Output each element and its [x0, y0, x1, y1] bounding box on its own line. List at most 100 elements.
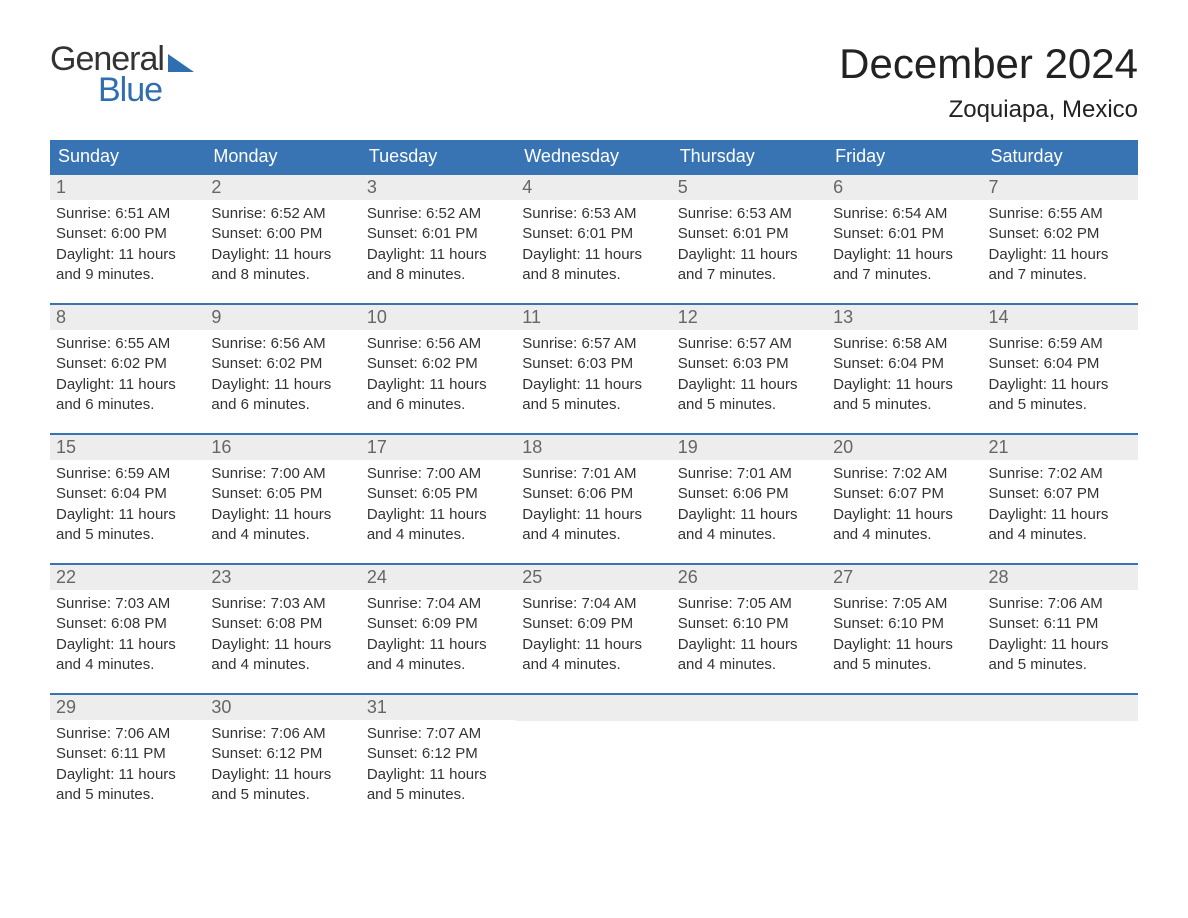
- day-details: Sunrise: 7:05 AMSunset: 6:10 PMDaylight:…: [827, 590, 982, 679]
- day-details: Sunrise: 7:06 AMSunset: 6:11 PMDaylight:…: [50, 720, 205, 809]
- daylight-text: Daylight: 11 hours and 4 minutes.: [367, 635, 510, 676]
- daylight-text: Daylight: 11 hours and 4 minutes.: [211, 505, 354, 546]
- sunrise-text: Sunrise: 7:04 AM: [367, 594, 510, 614]
- calendar-cell: 17Sunrise: 7:00 AMSunset: 6:05 PMDayligh…: [361, 435, 516, 549]
- date-number: 15: [50, 435, 205, 460]
- calendar-cell: 13 Sunrise: 6:58 AMSunset: 6:04 PMDayligh…: [827, 305, 982, 419]
- calendar-week: 1Sunrise: 6:51 AMSunset: 6:00 PMDaylight…: [50, 173, 1138, 289]
- date-number: 9: [205, 305, 360, 330]
- calendar-cell: [672, 695, 827, 809]
- sunrise-text: Sunrise: 6:56 AM: [211, 334, 354, 354]
- calendar-cell: 22Sunrise: 7:03 AMSunset: 6:08 PMDayligh…: [50, 565, 205, 679]
- sunrise-text: Sunrise: 6:57 AM: [522, 334, 665, 354]
- date-number: 12: [672, 305, 827, 330]
- daylight-text: Daylight: 11 hours and 4 minutes.: [833, 505, 976, 546]
- date-number: 20: [827, 435, 982, 460]
- sunset-text: Sunset: 6:01 PM: [522, 224, 665, 244]
- day-details: Sunrise: 6:59 AMSunset: 6:04 PMDaylight:…: [983, 330, 1138, 419]
- sunrise-text: Sunrise: 6:54 AM: [833, 204, 976, 224]
- sunrise-text: Sunrise: 7:00 AM: [211, 464, 354, 484]
- sunset-text: Sunset: 6:04 PM: [833, 354, 976, 374]
- daylight-text: Daylight: 11 hours and 4 minutes.: [367, 505, 510, 546]
- sunrise-text: Sunrise: 7:03 AM: [211, 594, 354, 614]
- date-number: 5: [672, 175, 827, 200]
- date-number: 25: [516, 565, 671, 590]
- date-number: 29: [50, 695, 205, 720]
- daylight-text: Daylight: 11 hours and 5 minutes.: [522, 375, 665, 416]
- day-details: Sunrise: 6:57 AMSunset: 6:03 PMDaylight:…: [516, 330, 671, 419]
- sunrise-text: Sunrise: 6:58 AM: [833, 334, 976, 354]
- daylight-text: Daylight: 11 hours and 6 minutes.: [56, 375, 199, 416]
- date-number: 7: [983, 175, 1138, 200]
- calendar-cell: 18Sunrise: 7:01 AMSunset: 6:06 PMDayligh…: [516, 435, 671, 549]
- day-details: Sunrise: 7:02 AMSunset: 6:07 PMDaylight:…: [827, 460, 982, 549]
- sunset-text: Sunset: 6:02 PM: [989, 224, 1132, 244]
- sunrise-text: Sunrise: 6:51 AM: [56, 204, 199, 224]
- weekday-header: Wednesday: [516, 140, 671, 173]
- sunrise-text: Sunrise: 7:01 AM: [678, 464, 821, 484]
- calendar-cell: 15Sunrise: 6:59 AMSunset: 6:04 PMDayligh…: [50, 435, 205, 549]
- calendar-cell: [827, 695, 982, 809]
- date-number: 16: [205, 435, 360, 460]
- calendar-cell: 21Sunrise: 7:02 AMSunset: 6:07 PMDayligh…: [983, 435, 1138, 549]
- sunset-text: Sunset: 6:03 PM: [678, 354, 821, 374]
- weekday-header: Sunday: [50, 140, 205, 173]
- daylight-text: Daylight: 11 hours and 5 minutes.: [833, 375, 976, 416]
- day-details: Sunrise: 6:57 AMSunset: 6:03 PMDaylight:…: [672, 330, 827, 419]
- day-details: Sunrise: 6:53 AMSunset: 6:01 PMDaylight:…: [516, 200, 671, 289]
- daylight-text: Daylight: 11 hours and 5 minutes.: [989, 375, 1132, 416]
- date-number: 30: [205, 695, 360, 720]
- sunrise-text: Sunrise: 7:02 AM: [833, 464, 976, 484]
- day-details: [516, 721, 671, 729]
- calendar-cell: 19Sunrise: 7:01 AMSunset: 6:06 PMDayligh…: [672, 435, 827, 549]
- daylight-text: Daylight: 11 hours and 5 minutes.: [56, 505, 199, 546]
- calendar-cell: 2Sunrise: 6:52 AMSunset: 6:00 PMDaylight…: [205, 175, 360, 289]
- calendar-cell: 1Sunrise: 6:51 AMSunset: 6:00 PMDaylight…: [50, 175, 205, 289]
- sunset-text: Sunset: 6:02 PM: [211, 354, 354, 374]
- sunset-text: Sunset: 6:10 PM: [678, 614, 821, 634]
- date-number: 24: [361, 565, 516, 590]
- calendar-cell: 3Sunrise: 6:52 AMSunset: 6:01 PMDaylight…: [361, 175, 516, 289]
- date-number: 8: [50, 305, 205, 330]
- date-number: 14: [983, 305, 1138, 330]
- calendar-cell: 27Sunrise: 7:05 AMSunset: 6:10 PMDayligh…: [827, 565, 982, 679]
- calendar: Sunday Monday Tuesday Wednesday Thursday…: [50, 140, 1138, 809]
- month-year-title: December 2024: [839, 40, 1138, 88]
- day-details: Sunrise: 6:55 AMSunset: 6:02 PMDaylight:…: [50, 330, 205, 419]
- sunset-text: Sunset: 6:00 PM: [56, 224, 199, 244]
- date-number: [827, 695, 982, 721]
- date-number: 13: [827, 305, 982, 330]
- calendar-cell: 4Sunrise: 6:53 AMSunset: 6:01 PMDaylight…: [516, 175, 671, 289]
- sunrise-text: Sunrise: 7:03 AM: [56, 594, 199, 614]
- daylight-text: Daylight: 11 hours and 8 minutes.: [522, 245, 665, 286]
- calendar-cell: [983, 695, 1138, 809]
- sunrise-text: Sunrise: 6:53 AM: [522, 204, 665, 224]
- day-details: Sunrise: 7:06 AMSunset: 6:12 PMDaylight:…: [205, 720, 360, 809]
- date-number: 27: [827, 565, 982, 590]
- calendar-cell: 24Sunrise: 7:04 AMSunset: 6:09 PMDayligh…: [361, 565, 516, 679]
- day-details: Sunrise: 7:04 AMSunset: 6:09 PMDaylight:…: [516, 590, 671, 679]
- date-number: 31: [361, 695, 516, 720]
- day-details: Sunrise: 6:55 AMSunset: 6:02 PMDaylight:…: [983, 200, 1138, 289]
- day-details: Sunrise: 6:52 AMSunset: 6:00 PMDaylight:…: [205, 200, 360, 289]
- day-details: Sunrise: 7:00 AMSunset: 6:05 PMDaylight:…: [205, 460, 360, 549]
- calendar-cell: 5Sunrise: 6:53 AMSunset: 6:01 PMDaylight…: [672, 175, 827, 289]
- logo-sail-icon: [168, 54, 194, 72]
- daylight-text: Daylight: 11 hours and 9 minutes.: [56, 245, 199, 286]
- sunrise-text: Sunrise: 6:59 AM: [56, 464, 199, 484]
- calendar-cell: 16Sunrise: 7:00 AMSunset: 6:05 PMDayligh…: [205, 435, 360, 549]
- day-details: Sunrise: 7:01 AMSunset: 6:06 PMDaylight:…: [516, 460, 671, 549]
- day-details: Sunrise: 6:51 AMSunset: 6:00 PMDaylight:…: [50, 200, 205, 289]
- day-details: Sunrise: 7:07 AMSunset: 6:12 PMDaylight:…: [361, 720, 516, 809]
- page-header: General Blue December 2024 Zoquiapa, Mex…: [50, 40, 1138, 134]
- calendar-cell: 10Sunrise: 6:56 AMSunset: 6:02 PMDayligh…: [361, 305, 516, 419]
- day-details: Sunrise: 6:59 AMSunset: 6:04 PMDaylight:…: [50, 460, 205, 549]
- calendar-cell: 12Sunrise: 6:57 AMSunset: 6:03 PMDayligh…: [672, 305, 827, 419]
- daylight-text: Daylight: 11 hours and 5 minutes.: [211, 765, 354, 806]
- day-details: Sunrise: 6:52 AMSunset: 6:01 PMDaylight:…: [361, 200, 516, 289]
- sunset-text: Sunset: 6:08 PM: [56, 614, 199, 634]
- day-details: [672, 721, 827, 729]
- date-number: 21: [983, 435, 1138, 460]
- sunrise-text: Sunrise: 7:05 AM: [833, 594, 976, 614]
- sunrise-text: Sunrise: 6:59 AM: [989, 334, 1132, 354]
